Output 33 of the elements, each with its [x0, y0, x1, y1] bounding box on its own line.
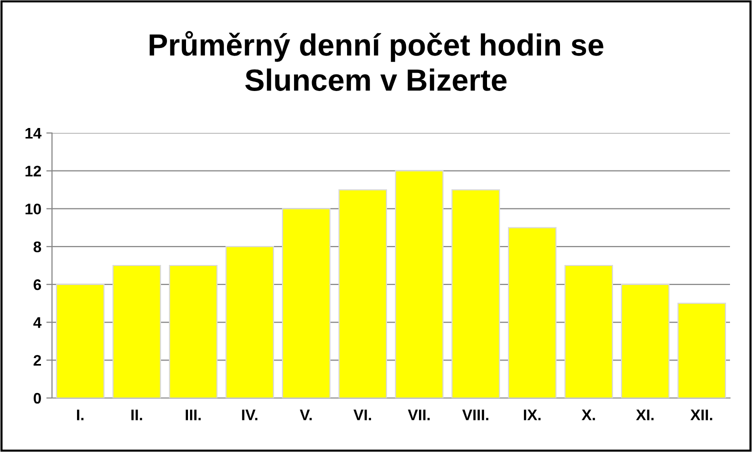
x-tick-label: I. — [77, 410, 84, 420]
x-tick-label: IV. — [242, 410, 258, 420]
chart-title: Průměrný denní počet hodin se Sluncem v Bizerte — [150, 31, 604, 91]
x-tick-label: XI. — [636, 410, 654, 420]
x-tick-label: V. — [300, 410, 312, 420]
y-tick-label: 0 — [34, 392, 41, 404]
y-tick-label: 12 — [26, 166, 41, 176]
y-tick-label: 8 — [34, 241, 42, 252]
bar — [451, 189, 500, 398]
bar — [338, 189, 388, 398]
y-tick-label: 4 — [33, 317, 42, 328]
x-tick-label: II. — [131, 410, 142, 420]
x-tick-label: III. — [186, 410, 201, 420]
bar — [394, 170, 444, 398]
y-tick-label: 10 — [26, 204, 41, 214]
bar — [112, 264, 162, 398]
y-tick-label: 14 — [26, 128, 42, 139]
y-tick-label: 2 — [34, 355, 41, 366]
bar — [56, 284, 105, 398]
bar — [677, 302, 726, 398]
bar — [508, 227, 557, 398]
x-tick-label: IX. — [524, 410, 541, 420]
bar — [225, 246, 274, 398]
x-tick-label: X. — [582, 410, 595, 420]
x-tick-label: VI. — [354, 410, 372, 420]
bar — [564, 264, 614, 398]
y-tick-label: 6 — [34, 279, 42, 290]
bar — [620, 284, 670, 398]
x-tick-label: VII. — [408, 410, 430, 420]
x-tick-label: XII. — [690, 410, 712, 420]
bar — [282, 208, 331, 398]
x-tick-label: VIII. — [462, 410, 488, 420]
bar — [168, 264, 218, 398]
